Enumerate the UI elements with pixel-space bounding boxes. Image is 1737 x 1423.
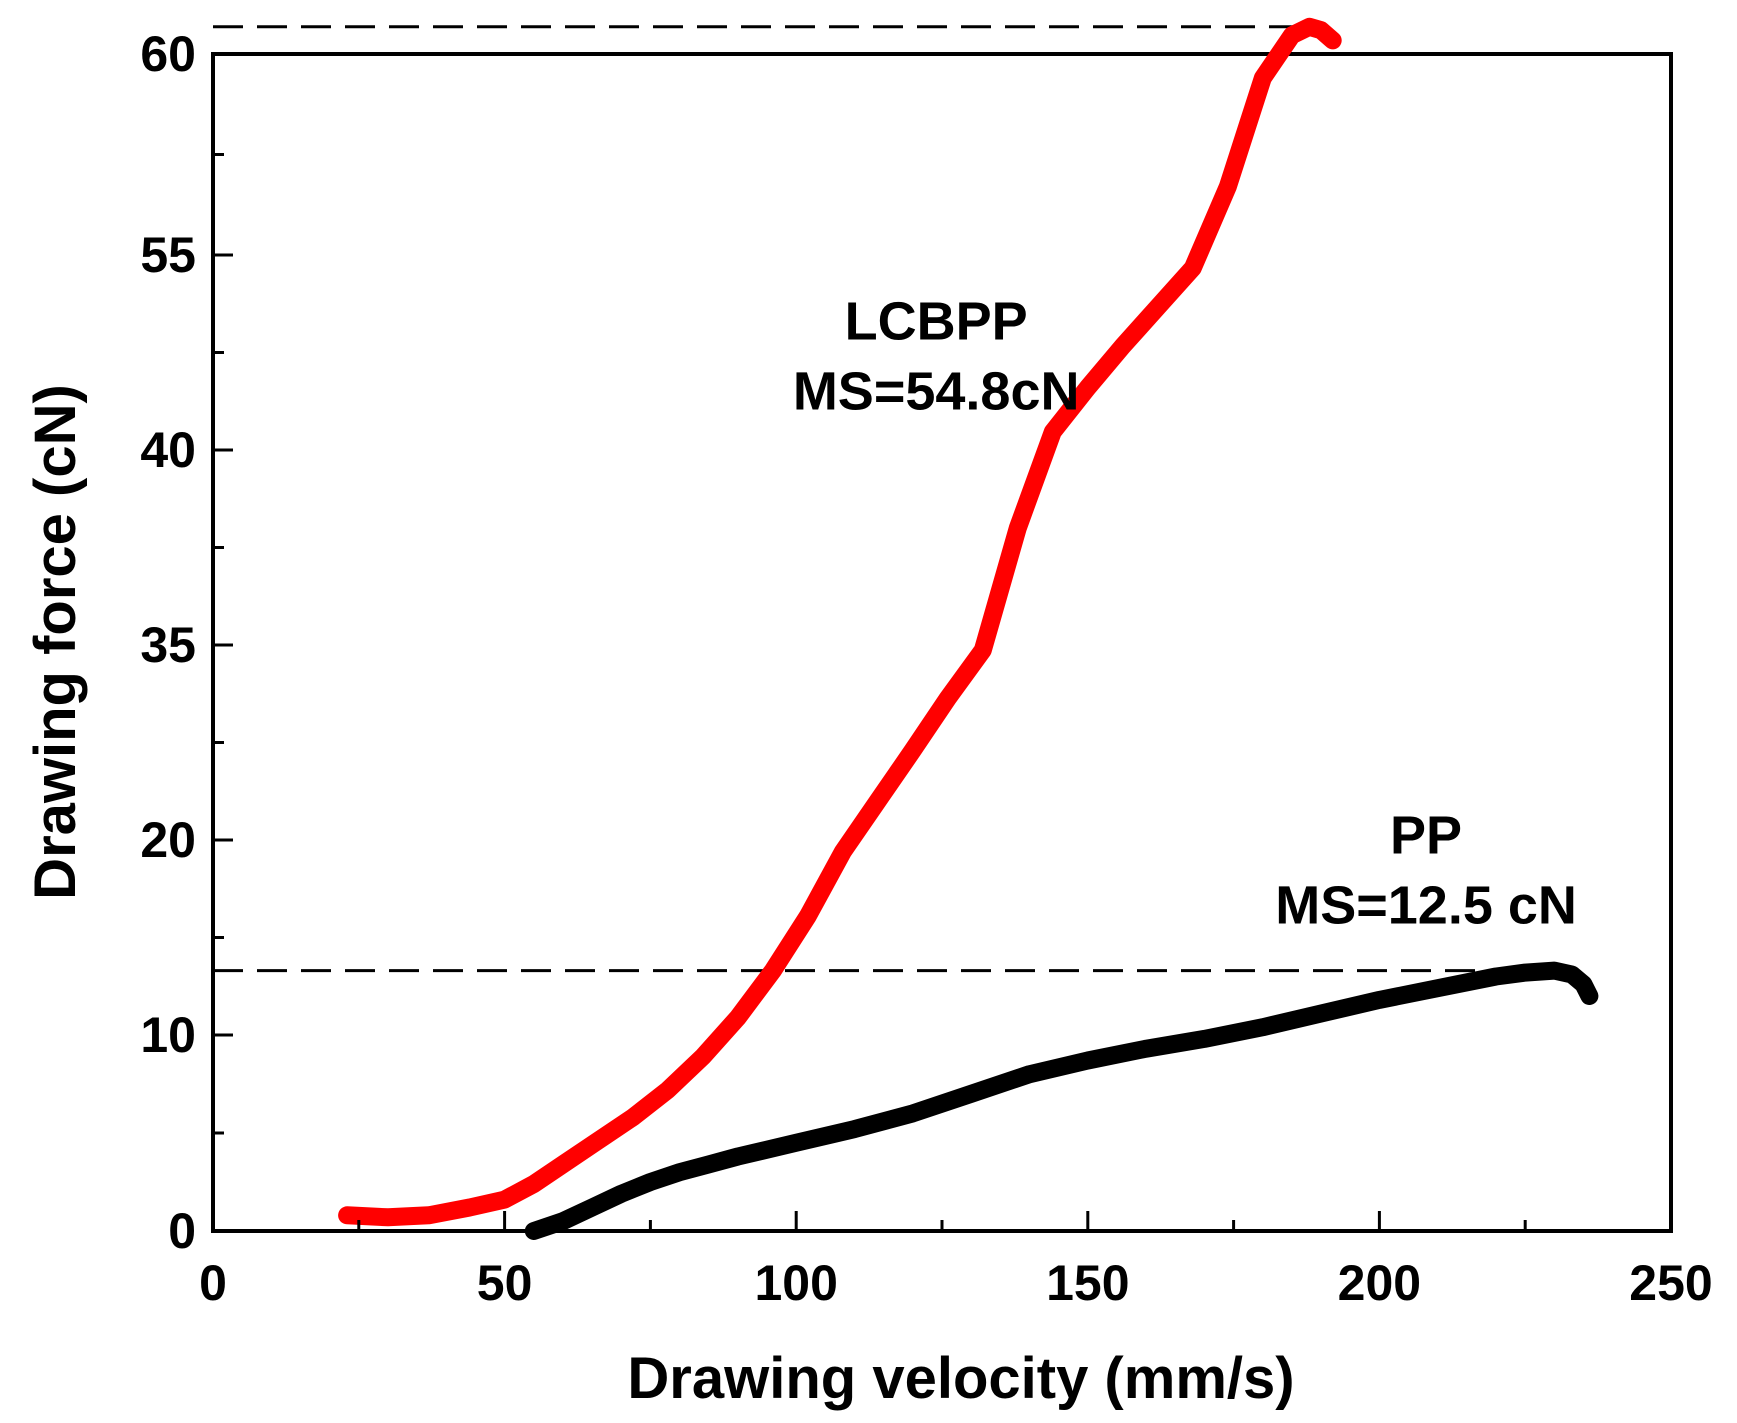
series-line-lcbpp xyxy=(338,17,1342,1227)
y-tick-label: 55 xyxy=(140,227,196,283)
x-tick-label: 200 xyxy=(1338,1255,1421,1311)
plot-frame xyxy=(211,52,1673,1233)
x-tick-label: 100 xyxy=(754,1255,837,1311)
y-tick-label: 40 xyxy=(140,422,196,478)
annotation-pp-name: PP xyxy=(1390,806,1462,866)
y-axis-ticks: 0 10 20 35 40 55 60 xyxy=(140,26,233,1259)
annotations: LCBPP MS=54.8cN PP MS=12.5 cN xyxy=(793,292,1577,936)
x-tick-label: 150 xyxy=(1046,1255,1129,1311)
series-layer xyxy=(338,17,1599,1240)
reference-lines xyxy=(213,25,1555,973)
x-axis-ticks: 0 50 100 150 200 250 xyxy=(199,1211,1713,1311)
y-axis-title: Drawing force (cN) xyxy=(23,384,88,900)
x-tick-label: 0 xyxy=(199,1255,227,1311)
annotation-pp-ms: MS=12.5 cN xyxy=(1275,876,1577,936)
y-tick-label: 60 xyxy=(140,26,196,82)
x-axis-title: Drawing velocity (mm/s) xyxy=(627,1346,1294,1411)
annotation-lcbpp-ms: MS=54.8cN xyxy=(793,362,1080,422)
y-tick-label: 0 xyxy=(168,1203,196,1259)
series-line-pp xyxy=(524,961,1599,1240)
x-tick-label: 50 xyxy=(477,1255,533,1311)
y-tick-label: 10 xyxy=(140,1007,196,1063)
x-tick-label: 250 xyxy=(1629,1255,1712,1311)
y-tick-label: 35 xyxy=(140,617,196,673)
annotation-lcbpp-name: LCBPP xyxy=(845,292,1028,352)
y-tick-label: 20 xyxy=(140,812,196,868)
